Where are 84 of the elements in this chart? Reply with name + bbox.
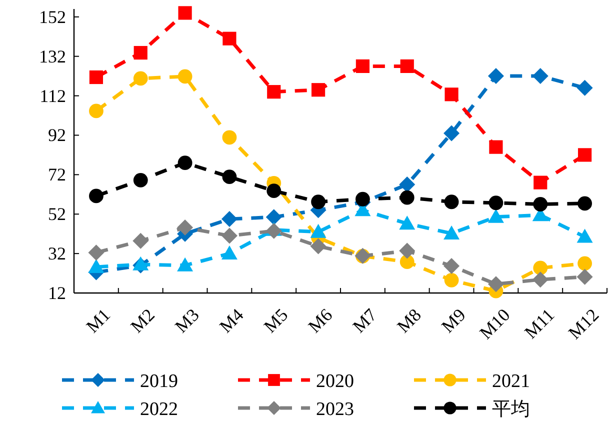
- point: [310, 238, 326, 254]
- y-tick-label: 132: [39, 46, 66, 66]
- x-tick-label: M11: [520, 304, 558, 342]
- point: [488, 208, 504, 223]
- point: [444, 88, 458, 102]
- legend-label: 2022: [140, 399, 178, 420]
- point: [444, 272, 459, 288]
- point: [400, 254, 414, 270]
- point: [267, 85, 281, 99]
- point: [88, 244, 104, 261]
- legend-label: 平均: [492, 399, 530, 420]
- point: [132, 232, 149, 249]
- point: [222, 32, 236, 46]
- point: [532, 68, 548, 84]
- point: [399, 242, 416, 259]
- point: [89, 70, 104, 84]
- point: [134, 46, 148, 60]
- point: [177, 220, 194, 236]
- point: [356, 59, 370, 73]
- point: [444, 225, 460, 240]
- point: [578, 196, 592, 211]
- point: [311, 83, 326, 97]
- point: [222, 170, 237, 184]
- point: [266, 222, 282, 239]
- point: [578, 148, 592, 162]
- legend-label: 2023: [316, 399, 354, 420]
- x-tick-label: M2: [126, 304, 158, 337]
- x-tick-label: M7: [348, 304, 381, 337]
- x-tick-label: M9: [438, 304, 470, 337]
- point: [221, 211, 238, 228]
- y-tick-label: 152: [39, 6, 66, 27]
- point: [488, 68, 504, 84]
- y-tick-label: 112: [40, 86, 66, 106]
- point: [534, 176, 548, 190]
- point: [444, 194, 459, 210]
- point: [311, 194, 326, 210]
- point: [310, 224, 326, 238]
- point: [133, 71, 148, 86]
- point: [89, 188, 104, 204]
- point: [221, 228, 238, 244]
- x-tick-label: M6: [304, 304, 336, 337]
- point: [576, 268, 593, 285]
- point: [177, 257, 194, 272]
- point: [133, 172, 148, 188]
- x-tick-label: M8: [393, 304, 425, 337]
- point: [266, 184, 282, 198]
- x-tick-label: M1: [82, 304, 114, 337]
- point: [266, 209, 282, 226]
- point: [400, 190, 414, 205]
- y-tick-label: 12: [48, 283, 66, 303]
- point: [222, 130, 237, 145]
- point: [578, 256, 592, 271]
- point: [444, 258, 460, 274]
- point: [89, 104, 104, 118]
- point: [88, 258, 104, 273]
- point: [400, 59, 414, 73]
- x-tick-label: M10: [476, 304, 514, 343]
- point: [178, 69, 192, 84]
- point: [221, 246, 238, 260]
- x-tick-label: M3: [171, 304, 203, 337]
- point: [399, 216, 416, 230]
- point: [178, 156, 192, 170]
- x-tick-label: M5: [260, 304, 292, 337]
- legend-label: 2021: [492, 371, 530, 392]
- point: [488, 276, 504, 292]
- point: [488, 196, 504, 210]
- point: [533, 197, 548, 212]
- point: [444, 125, 460, 142]
- point: [178, 6, 192, 20]
- legend-label: 2020: [316, 371, 354, 392]
- legend-label: 2019: [140, 371, 178, 392]
- point: [489, 140, 503, 154]
- point: [576, 228, 593, 243]
- point: [132, 256, 149, 270]
- point: [533, 260, 548, 276]
- x-tick-label: M4: [216, 304, 248, 337]
- y-tick-label: 32: [48, 244, 66, 264]
- y-tick-label: 72: [48, 164, 66, 185]
- x-tick-label: M12: [564, 304, 603, 343]
- point: [576, 80, 593, 96]
- y-tick-label: 92: [48, 125, 66, 146]
- point: [399, 176, 416, 193]
- y-tick-label: 52: [48, 204, 66, 224]
- point: [532, 272, 548, 288]
